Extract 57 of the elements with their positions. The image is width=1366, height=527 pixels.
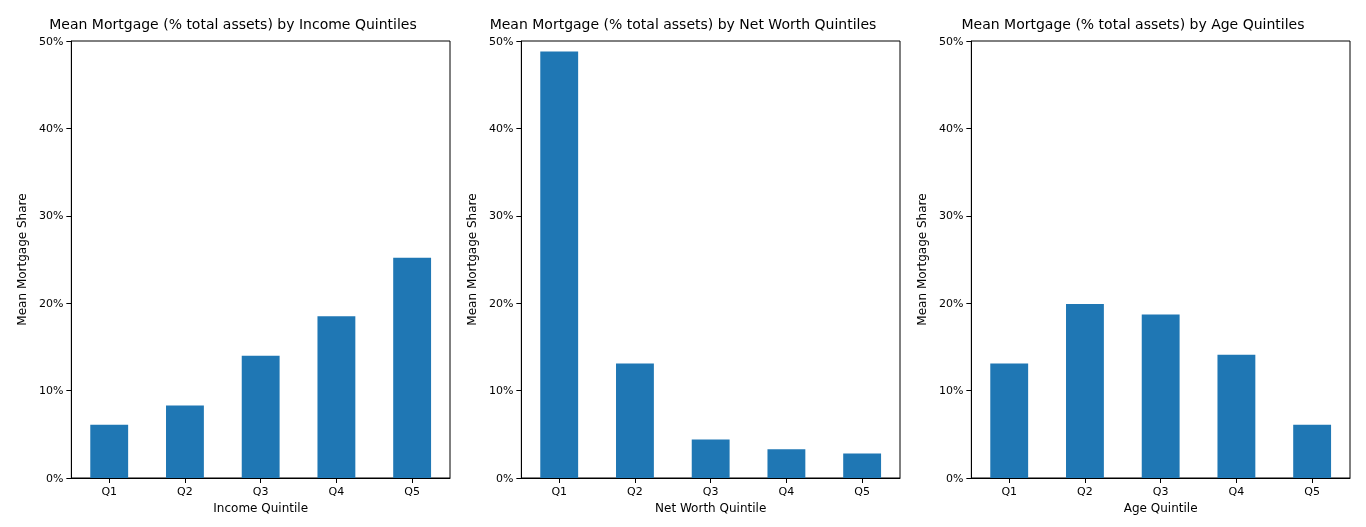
x-tick-label: Q2 [177, 485, 193, 498]
x-tick-label: Q4 [328, 485, 345, 498]
bar [393, 257, 432, 478]
y-tick-label: 0% [945, 471, 964, 485]
y-tick-label: 40% [38, 121, 64, 135]
x-tick-label: Q5 [1304, 485, 1320, 498]
bar [1293, 424, 1332, 478]
y-tick-label: 0% [495, 471, 514, 485]
y-tick-label: 50% [938, 34, 964, 48]
x-tick-label: Q1 [551, 485, 568, 498]
y-tick-label: 30% [38, 209, 64, 223]
y-tick-label: 10% [488, 384, 514, 398]
bar [691, 439, 730, 478]
x-tick-label: Q2 [627, 485, 643, 498]
bar [1141, 314, 1180, 478]
y-tick-label: 10% [938, 384, 964, 398]
chart-title: Mean Mortgage (% total assets) by Income Quintiles [49, 16, 417, 32]
bar [990, 363, 1029, 478]
y-tick-label: 10% [38, 384, 64, 398]
x-axis-title: Age Quintile [1123, 501, 1198, 515]
x-tick-label: Q3 [252, 485, 269, 498]
y-axis-title: Mean Mortgage Share [915, 193, 929, 326]
y-axis-title: Mean Mortgage Share [465, 193, 479, 326]
bar [843, 453, 882, 478]
x-tick-label: Q2 [1077, 485, 1093, 498]
y-tick-label: 20% [938, 296, 964, 310]
bar [166, 405, 204, 478]
x-tick-label: Q5 [404, 485, 420, 498]
y-tick-label: 50% [488, 34, 514, 48]
y-tick-label: 40% [938, 121, 964, 135]
x-tick-label: Q1 [101, 485, 118, 498]
bar [90, 424, 129, 478]
y-tick-label: 0% [45, 471, 64, 485]
bar [241, 355, 280, 478]
chart-title: Mean Mortgage (% total assets) by Net Worth Quintiles [489, 16, 877, 32]
x-tick-label: Q5 [854, 485, 870, 498]
bar [317, 316, 356, 478]
bar [1217, 354, 1256, 478]
bar [1066, 304, 1104, 478]
y-tick-label: 40% [488, 121, 514, 135]
y-tick-label: 30% [938, 209, 964, 223]
bar [616, 363, 654, 478]
x-tick-label: Q4 [1228, 485, 1245, 498]
bar [540, 51, 579, 478]
y-axis-title: Mean Mortgage Share [15, 193, 29, 326]
y-tick-label: 30% [488, 209, 514, 223]
y-tick-label: 20% [38, 296, 64, 310]
x-axis-title: Net Worth Quintile [655, 501, 767, 515]
x-tick-label: Q3 [1152, 485, 1169, 498]
bar [767, 449, 806, 478]
x-axis-title: Income Quintile [213, 501, 309, 515]
chart-title: Mean Mortgage (% total assets) by Age Quintiles [961, 16, 1305, 32]
x-tick-label: Q3 [702, 485, 719, 498]
y-tick-label: 20% [488, 296, 514, 310]
x-tick-label: Q1 [1001, 485, 1018, 498]
y-tick-label: 50% [38, 34, 64, 48]
x-tick-label: Q4 [778, 485, 795, 498]
